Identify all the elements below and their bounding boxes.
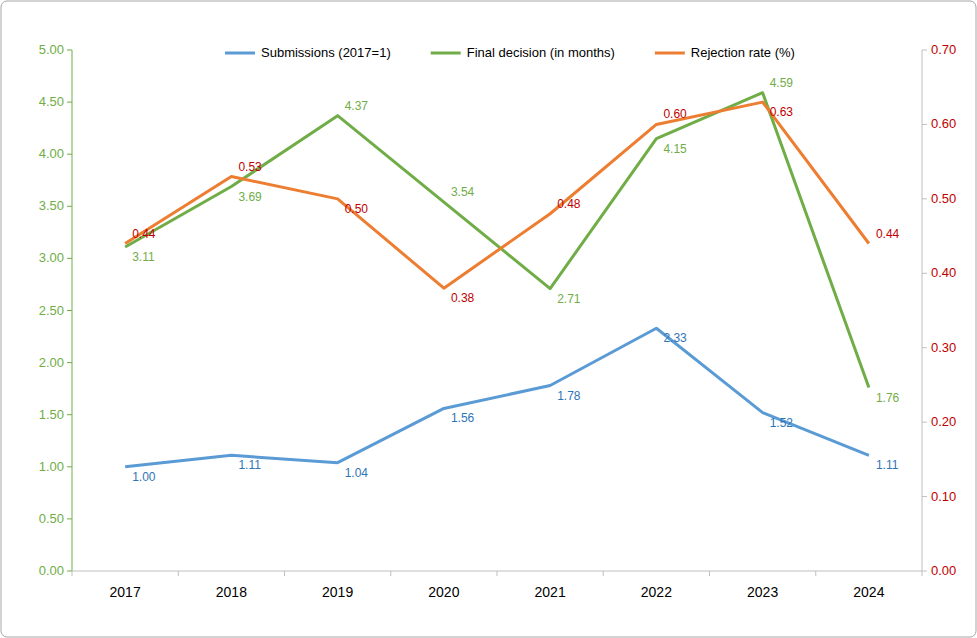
y-tick [67, 362, 72, 363]
legend-swatch [225, 52, 255, 55]
x-tick [922, 571, 923, 576]
y-tick [67, 258, 72, 259]
y-tick [67, 154, 72, 155]
y-tick [67, 414, 72, 415]
legend: Submissions (2017=1) Final decision (in m… [225, 45, 795, 60]
x-tick [709, 571, 710, 576]
legend-swatch [655, 52, 685, 55]
y2-tick [922, 124, 927, 125]
y-tick [67, 571, 72, 572]
x-tick-label: 2024 [853, 584, 884, 600]
data-label: 0.50 [345, 202, 369, 216]
y2-tick-label: 0.50 [931, 191, 956, 206]
y-tick-label: 1.00 [39, 459, 64, 474]
data-label: 1.11 [238, 458, 261, 472]
y2-tick-label: 0.20 [931, 414, 956, 429]
y2-tick-label: 0.10 [931, 489, 956, 504]
x-tick [815, 571, 816, 576]
x-tick [284, 571, 285, 576]
data-label: 0.60 [663, 107, 687, 121]
y2-tick-label: 0.70 [931, 42, 956, 57]
y2-tick [922, 347, 927, 348]
data-label: 1.04 [345, 466, 369, 480]
y-tick-label: 0.50 [39, 511, 64, 526]
y2-tick-label: 0.40 [931, 265, 956, 280]
y-tick-label: 5.00 [39, 42, 64, 57]
legend-label: Rejection rate (%) [691, 45, 795, 60]
legend-label: Final decision (in months) [467, 45, 615, 60]
x-tick-label: 2019 [322, 584, 353, 600]
frame [1, 1, 976, 637]
y2-tick [922, 198, 927, 199]
y-tick [67, 518, 72, 519]
y2-tick [922, 422, 927, 423]
x-tick-label: 2022 [641, 584, 672, 600]
data-label: 0.48 [557, 197, 581, 211]
y-tick-label: 3.00 [39, 250, 64, 265]
data-label: 1.56 [451, 411, 475, 425]
data-label: 1.00 [132, 470, 156, 484]
data-label: 0.53 [238, 160, 262, 174]
y-tick-label: 1.50 [39, 407, 64, 422]
data-label: 4.59 [770, 76, 794, 90]
y-tick-label: 4.50 [39, 94, 64, 109]
legend-swatch [431, 52, 461, 55]
x-tick-label: 2018 [216, 584, 247, 600]
data-label: 0.38 [451, 291, 475, 305]
data-label: 3.11 [132, 250, 155, 264]
y2-tick-label: 0.00 [931, 563, 956, 578]
data-label: 0.44 [132, 227, 156, 241]
x-tick-label: 2023 [747, 584, 778, 600]
data-label: 3.69 [238, 190, 262, 204]
data-label: 1.11 [876, 458, 899, 472]
data-label: 2.71 [557, 292, 581, 306]
y-tick-label: 0.00 [39, 563, 64, 578]
data-label: 1.76 [876, 391, 900, 405]
data-label: 1.52 [770, 416, 794, 430]
y-tick [67, 466, 72, 467]
x-tick [603, 571, 604, 576]
data-label: 1.78 [557, 389, 581, 403]
y-tick-label: 3.50 [39, 198, 64, 213]
chart: 0.00 0.50 1.00 1.50 2.00 2.50 3.00 3.50 4.00 4.50… [0, 0, 977, 638]
y2-tick [922, 571, 927, 572]
data-label: 4.15 [663, 142, 687, 156]
legend-label: Submissions (2017=1) [261, 45, 391, 60]
data-label: 0.63 [770, 105, 794, 119]
y-tick-label: 2.50 [39, 303, 64, 318]
series-line [125, 93, 869, 388]
y2-tick-label: 0.60 [931, 116, 956, 131]
data-label: 2.33 [663, 331, 687, 345]
data-label: 3.54 [451, 185, 475, 199]
y-tick [67, 102, 72, 103]
y2-tick-label: 0.30 [931, 340, 956, 355]
data-label: 0.44 [876, 227, 900, 241]
x-tick [497, 571, 498, 576]
x-tick [390, 571, 391, 576]
data-label: 4.37 [345, 99, 369, 113]
series-line [125, 102, 869, 288]
x-tick-label: 2017 [110, 584, 141, 600]
y-tick [67, 206, 72, 207]
x-tick [72, 571, 73, 576]
x-tick-label: 2020 [428, 584, 459, 600]
y-tick-label: 2.00 [39, 355, 64, 370]
x-tick-label: 2021 [535, 584, 566, 600]
x-tick [178, 571, 179, 576]
y2-tick [922, 50, 927, 51]
plot [125, 93, 869, 467]
y-tick-label: 4.00 [39, 146, 64, 161]
series-line [125, 328, 869, 467]
y-tick [67, 50, 72, 51]
y2-axis [922, 50, 923, 571]
y2-tick [922, 496, 927, 497]
y2-tick [922, 273, 927, 274]
y-tick [67, 310, 72, 311]
